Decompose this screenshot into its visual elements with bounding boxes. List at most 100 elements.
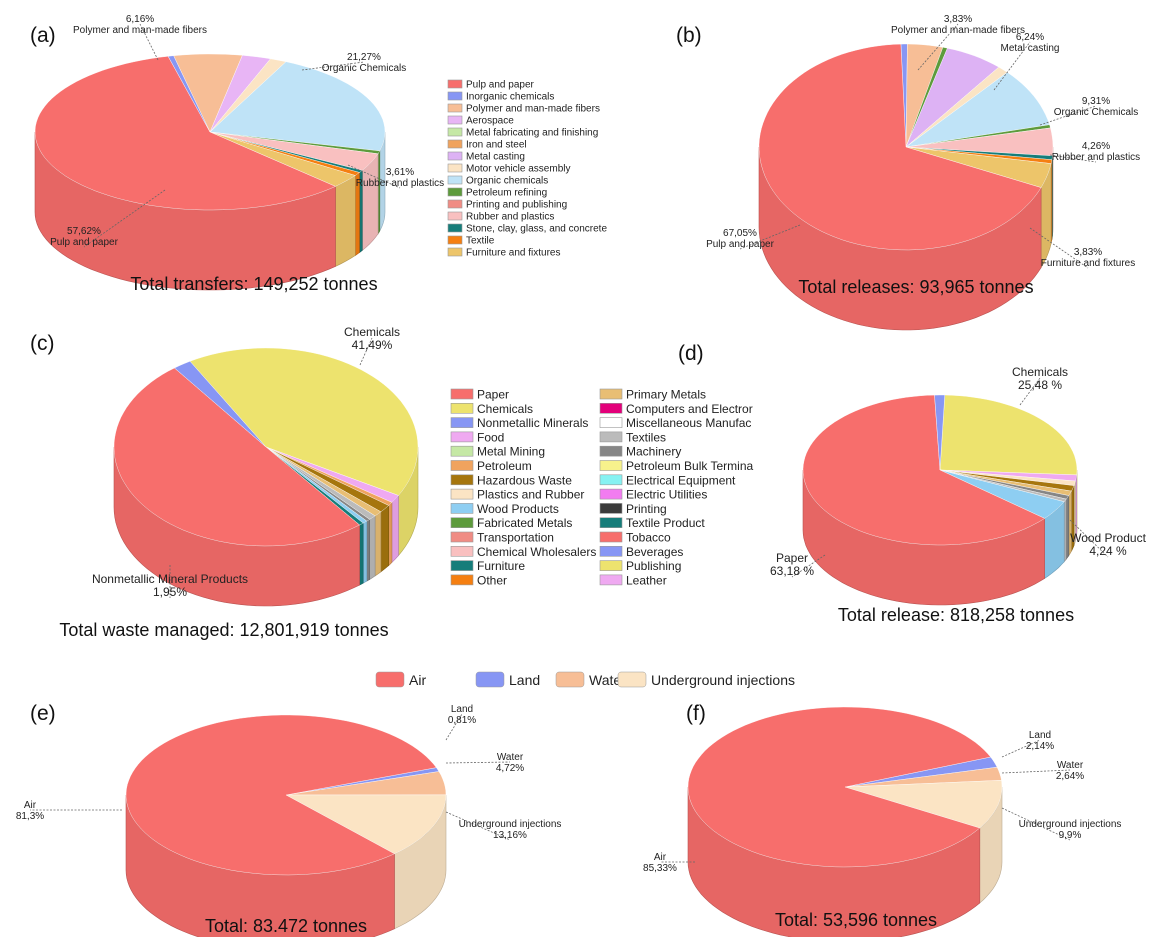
- panel-label-b: (b): [676, 24, 702, 47]
- pie-slice-f-air: [687, 706, 991, 868]
- slice-label-b-furniture-and-fixtures: Furniture and fixtures: [1041, 258, 1136, 269]
- total-label-d: Total release: 818,258 tonnes: [838, 605, 1074, 625]
- pie-side-d-primary-metals: [1068, 490, 1072, 557]
- slice-label-d-chemicals: 25,48 %: [1018, 378, 1062, 392]
- label-layer: (a)Total transfers: 149,252 tonnes6,16%P…: [16, 14, 1147, 936]
- pie-slice-e-water: [285, 771, 447, 796]
- slice-label-f-underground-injections: 9,9%: [1059, 830, 1082, 841]
- legend-swatch: [450, 417, 474, 428]
- slice-label-e-underground-injections: Underground injections: [459, 819, 562, 830]
- slice-label-b-metal-casting: Metal casting: [1001, 43, 1060, 54]
- legend-swatch: [599, 417, 623, 428]
- legend-label: Plastics and Rubber: [477, 488, 584, 502]
- slice-label-d-wood-products: 4,24 %: [1089, 544, 1127, 558]
- slice-label-a-pulp-and-paper: 57,62%: [67, 226, 101, 237]
- leader-line-c: [359, 337, 373, 366]
- pie-side-c-machinery: [366, 518, 370, 582]
- slice-label-b-polymer-and-man-made-fibers: 3,83%: [944, 14, 972, 25]
- pie-side-c-textile-product: [359, 522, 364, 586]
- shared-legend-label: Land: [509, 672, 540, 688]
- legend-swatch: [447, 223, 463, 233]
- legend-swatch: [599, 503, 623, 514]
- slice-label-a-organic-chemicals: 21,27%: [347, 52, 381, 63]
- pie-slice-d-wood-products: [939, 469, 1065, 519]
- slice-label-c-chemicals: 41,49%: [352, 338, 393, 352]
- legend-swatch: [450, 474, 474, 486]
- slice-label-b-pulp-and-paper: Pulp and paper: [706, 239, 775, 250]
- shared-legend-label: Underground injections: [651, 672, 795, 688]
- legend-swatch: [447, 127, 463, 137]
- legend-swatch: [450, 388, 474, 400]
- panel-label-e: (e): [30, 702, 56, 725]
- pie-slice-b-polymer-and-man-made-fibers: [905, 43, 944, 148]
- legend-label: Iron and steel: [466, 140, 527, 151]
- legend-swatch: [447, 151, 463, 161]
- slice-label-d-paper: 63,18 %: [770, 564, 814, 578]
- pie-slice-b-rubber-and-plastics: [905, 127, 1054, 157]
- pie-slice-b-organic-chemicals: [905, 72, 1050, 148]
- legend-swatch: [447, 175, 463, 185]
- legend-label: Polymer and man-made fibers: [466, 104, 600, 115]
- leader-line-d: [1019, 377, 1041, 406]
- legend-swatch: [599, 531, 623, 543]
- slice-label-e-air: 81,3%: [16, 811, 44, 822]
- legend-label: Transportation: [477, 531, 554, 545]
- slice-label-b-organic-chemicals: Organic Chemicals: [1054, 107, 1138, 118]
- legend-swatch: [447, 211, 463, 221]
- pie-chart-d: [802, 394, 1078, 606]
- legend-swatch: [447, 235, 463, 245]
- legend-label: Organic chemicals: [466, 176, 548, 187]
- pie-slice-c-nonmetallic-minerals: [174, 361, 267, 448]
- legend-label: Other: [477, 573, 507, 587]
- pie-side-c-wood-products: [362, 520, 368, 584]
- pie-slice-b-furniture-and-fixtures: [905, 146, 1052, 188]
- panel-label-d: (d): [678, 342, 704, 365]
- legend-label: Textile Product: [626, 516, 705, 530]
- pie-slice-c-paper: [113, 367, 360, 547]
- slice-label-b-pulp-and-paper: 67,05%: [723, 228, 757, 239]
- pie-chart-a: [34, 53, 386, 291]
- shared-legend-swatch: [375, 671, 405, 688]
- slice-label-f-underground-injections: Underground injections: [1019, 819, 1122, 830]
- legend-label: Pulp and paper: [466, 80, 535, 91]
- pie-slice-e-underground-injections: [285, 794, 447, 855]
- slice-label-b-metal-casting: 6,24%: [1016, 32, 1044, 43]
- pie-slice-e-air: [125, 714, 437, 876]
- slice-label-b-rubber-and-plastics: 4,26%: [1082, 141, 1110, 152]
- slice-label-b-polymer-and-man-made-fibers: Polymer and man-made fibers: [891, 25, 1025, 36]
- leader-line-b: [1039, 105, 1097, 126]
- legend-swatch: [599, 431, 623, 443]
- slice-label-c-chemicals: Chemicals: [344, 325, 400, 339]
- pie-side-d-textiles: [1063, 498, 1067, 563]
- pie-chart-b: [758, 43, 1054, 331]
- legend-swatch: [447, 79, 463, 89]
- pie-side-c-petroleum: [388, 501, 393, 567]
- legend-label: Publishing: [626, 559, 681, 573]
- legend-swatch: [450, 574, 474, 586]
- panel-label-f: (f): [686, 702, 706, 725]
- legend-swatch: [450, 402, 474, 414]
- legend-swatch: [599, 574, 623, 586]
- slice-label-a-rubber-and-plastics: 3,61%: [386, 167, 414, 178]
- legend-label: Metal Mining: [477, 445, 545, 459]
- pie-side-c-hazardous-waste: [380, 504, 389, 573]
- legend-swatch: [450, 431, 474, 443]
- total-label-f: Total: 53,596 tonnes: [775, 910, 937, 930]
- legend-label: Electrical Equipment: [626, 473, 736, 487]
- slice-label-c-nonmetallic-minerals: Nonmetallic Mineral Products: [92, 572, 248, 586]
- legend-label: Chemical Wholesalers: [477, 545, 596, 559]
- legend-swatch: [599, 445, 623, 457]
- slice-label-b-rubber-and-plastics: Rubber and plastics: [1052, 152, 1140, 163]
- pie-slice-c-chemicals: [189, 347, 419, 496]
- leader-line-d: [1069, 519, 1109, 558]
- legend-swatch: [447, 199, 463, 209]
- legend-label: Paper: [477, 388, 509, 402]
- legend-label: Chemicals: [477, 402, 533, 416]
- legend-swatch: [599, 402, 623, 414]
- pie-side-d: [802, 469, 1078, 606]
- pie-slice-a-pulp-and-paper: [34, 56, 337, 211]
- legend-label: Furniture and fixtures: [466, 248, 561, 259]
- slice-label-f-land: Land: [1029, 730, 1051, 741]
